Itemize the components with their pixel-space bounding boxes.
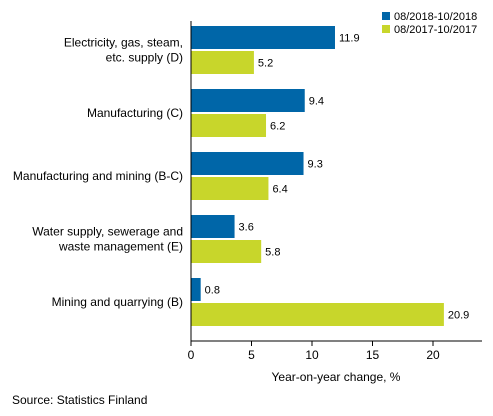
x-tick-label: 5 xyxy=(248,348,255,362)
bar-series1 xyxy=(191,26,335,49)
category-label: Manufacturing and mining (B-C) xyxy=(13,169,183,183)
bar-series2 xyxy=(191,240,262,263)
data-label: 0.8 xyxy=(205,285,220,297)
bar-series1 xyxy=(191,152,304,175)
data-label: 9.4 xyxy=(309,96,324,108)
bar-series1 xyxy=(191,215,235,238)
x-tick-label: 15 xyxy=(366,348,380,362)
source-note: Source: Statistics Finland xyxy=(12,393,147,407)
legend-label: 08/2017-10/2017 xyxy=(394,24,477,36)
x-tick-label: 20 xyxy=(426,348,440,362)
data-label: 3.6 xyxy=(239,222,254,234)
data-label: 5.2 xyxy=(258,58,273,70)
data-label: 6.4 xyxy=(272,184,287,196)
legend-swatch xyxy=(382,12,390,20)
bar-series2 xyxy=(191,177,269,200)
legend-label: 08/2018-10/2018 xyxy=(394,11,477,23)
data-label: 9.3 xyxy=(308,159,323,171)
category-label: Mining and quarrying (B) xyxy=(52,295,183,309)
data-label: 5.8 xyxy=(265,247,280,259)
category-label: Electricity, gas, steam, xyxy=(64,36,183,50)
data-label: 11.9 xyxy=(339,33,360,45)
category-label: etc. supply (D) xyxy=(106,51,183,65)
data-label: 6.2 xyxy=(270,121,285,133)
category-labels: Electricity, gas, steam,etc. supply (D) M… xyxy=(13,36,183,310)
bar-series1 xyxy=(191,89,305,112)
bars-group: 11.9 5.2 9.4 6.2 9.3 6.4 3.6 5.8 0.8 20.9 xyxy=(191,26,469,326)
category-label: Water supply, sewerage and xyxy=(32,225,183,239)
category-label: waste management (E) xyxy=(58,240,183,254)
x-axis-title: Year-on-year change, % xyxy=(272,370,401,384)
legend-swatch xyxy=(382,25,390,33)
category-label: Manufacturing (C) xyxy=(87,106,183,120)
x-tick-label: 10 xyxy=(305,348,319,362)
bar-series2 xyxy=(191,51,254,74)
x-tick-label: 0 xyxy=(188,348,195,362)
bar-series2 xyxy=(191,114,267,137)
x-axis: 0 5 10 15 20 xyxy=(188,21,482,362)
bar-series1 xyxy=(191,278,201,301)
data-label: 20.9 xyxy=(448,310,469,322)
bar-series2 xyxy=(191,303,444,326)
